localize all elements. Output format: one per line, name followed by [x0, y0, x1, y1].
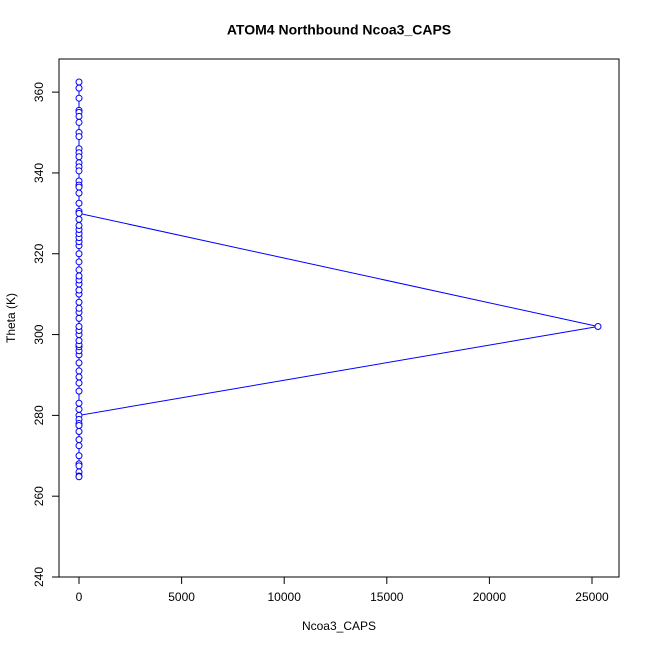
data-point: [75, 442, 83, 450]
x-axis-label: Ncoa3_CAPS: [302, 619, 376, 633]
data-point: [75, 473, 83, 481]
data-point: [75, 428, 83, 436]
data-point: [75, 189, 83, 197]
data-point: [75, 373, 83, 381]
data-point: [75, 199, 83, 207]
data-point: [75, 452, 83, 460]
data-point: [75, 133, 83, 141]
data-point: [75, 379, 83, 387]
y-tick-label: 240: [32, 567, 46, 587]
data-point: [75, 215, 83, 223]
data-point: [75, 112, 83, 120]
data-point: [75, 359, 83, 367]
x-tick-label: 0: [76, 590, 83, 604]
data-point: [75, 367, 83, 375]
data-point: [594, 322, 602, 330]
y-tick-label: 300: [32, 324, 46, 344]
data-point: [75, 167, 83, 175]
data-point: [75, 405, 83, 413]
data-point: [75, 286, 83, 294]
data-point: [75, 462, 83, 470]
data-point: [75, 314, 83, 322]
data-point: [75, 266, 83, 274]
data-point: [75, 78, 83, 86]
y-tick-label: 260: [32, 486, 46, 506]
data-point: [75, 272, 83, 280]
data-point: [75, 387, 83, 395]
y-tick-label: 280: [32, 405, 46, 425]
data-point: [75, 436, 83, 444]
y-tick-label: 320: [32, 243, 46, 263]
data-point: [75, 209, 83, 217]
data-point: [75, 298, 83, 306]
data-point: [75, 221, 83, 229]
data-point: [75, 421, 83, 429]
x-tick-label: 25000: [575, 590, 609, 604]
y-tick-label: 340: [32, 163, 46, 183]
data-point: [75, 84, 83, 92]
x-tick-label: 5000: [168, 590, 195, 604]
data-point: [75, 94, 83, 102]
x-tick-label: 20000: [473, 590, 507, 604]
data-point: [75, 183, 83, 191]
y-axis-label: Theta (K): [4, 293, 18, 343]
data-point: [75, 118, 83, 126]
data-point: [75, 337, 83, 345]
data-point: [75, 258, 83, 266]
data-point: [75, 322, 83, 330]
data-point: [75, 304, 83, 312]
data-point: [75, 153, 83, 161]
x-tick-label: 15000: [370, 590, 404, 604]
y-tick-label: 360: [32, 82, 46, 102]
data-point: [75, 399, 83, 407]
data-point: [75, 250, 83, 258]
chart-title: ATOM4 Northbound Ncoa3_CAPS: [227, 22, 451, 38]
x-tick-label: 10000: [268, 590, 302, 604]
